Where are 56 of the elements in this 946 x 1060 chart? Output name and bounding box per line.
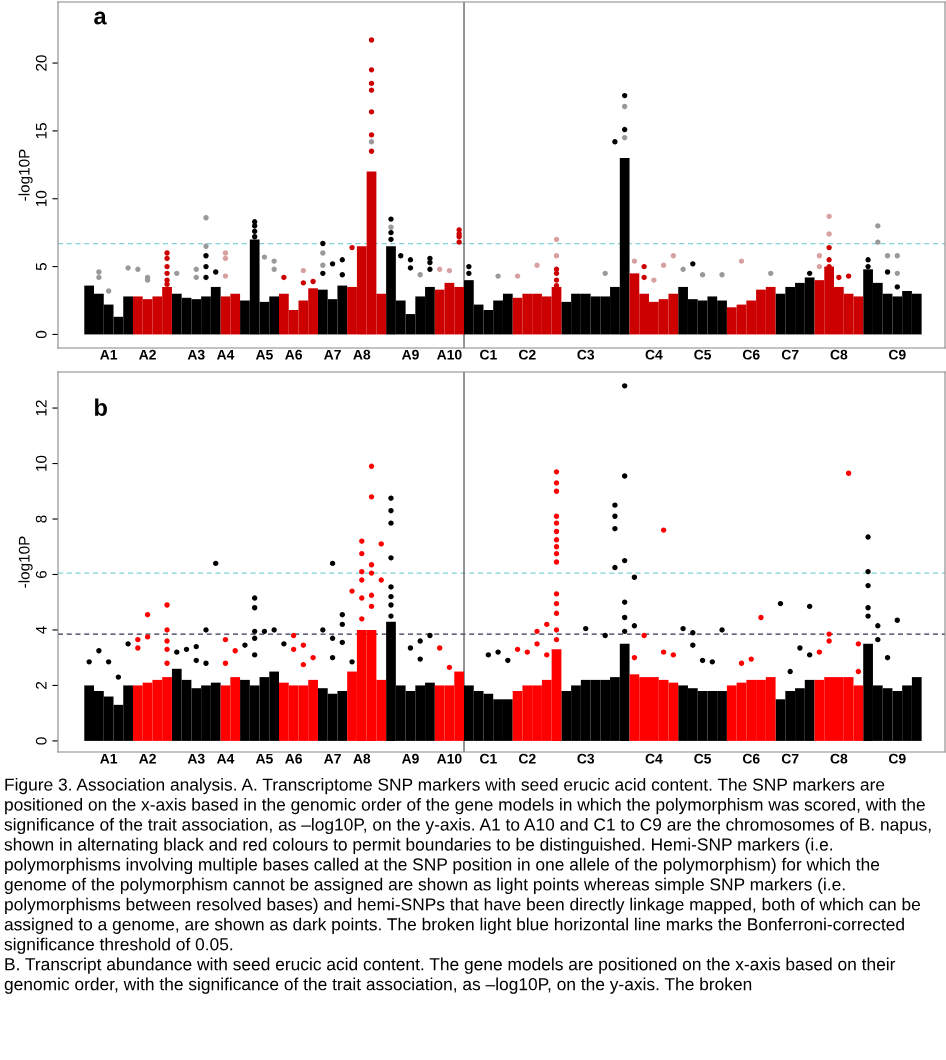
y-tick-label: 4 [35,626,47,634]
x-tick-label: C1 [480,349,497,360]
x-tick-label: A7 [324,349,341,360]
x-tick-label: A4 [216,753,235,764]
x-tick-label: C5 [694,349,712,360]
y-tick-label: 6 [35,570,47,578]
annotation: b [95,398,107,416]
x-tick-label: A3 [187,753,205,764]
y-tick-label: 8 [35,515,47,523]
text: B. Transcript abundance with seed erucic acid content. The gene models are positioned on the x-axis based on their genomic order, with the significance of the trait association, as –log10P, on the y-axis. The broken [4,957,896,994]
y-tick-label: 10 [35,190,47,207]
text: Figure 3. Association analysis. A. Transcriptome SNP markers with seed erucic acid content. The SNP markers are positioned on the x-axis based in the genomic order of the gene models in which the polymorphism was scored, with the significance of the trait association, as –log10P, on the y-axis. A1 to A10 and C1 to C9 are the chromosomes of B. napus, shown in alternating black and red colours to permit boundaries to be distinguished. Hemi-SNP markers (i.e. polymorphisms involving multiple bases called at the SNP position in one allele of the polymorphism) for which the genome of the polymorphism cannot be assigned are shown as light points whereas simple SNP markers (i.e. polymorphisms between resolved bases) and hemi-SNPs that have been directly linkage mapped, both of which can be assigned to a genome, are shown as dark points. The broken light blue horizontal line marks the Bonferroni-corrected significance threshold of 0.05. [4,778,931,954]
x-tick-label: A1 [100,753,118,764]
x-tick-label: A10 [437,349,462,360]
x-tick-label: C5 [694,753,712,764]
y-tick-label: 12 [35,400,47,416]
x-tick-label: A9 [401,349,419,360]
annotation: a [94,11,107,25]
x-tick-label: C8 [830,753,848,764]
x-tick-label: C7 [781,753,799,764]
x-tick-label: C4 [645,753,663,764]
x-tick-label: C6 [742,753,760,764]
x-tick-label: A7 [324,753,341,764]
x-tick-label: C2 [519,753,536,764]
y-tick-label: 5 [35,262,47,271]
x-tick-label: C1 [480,753,497,764]
x-tick-label: C2 [519,349,536,360]
x-tick-label: C8 [830,349,848,360]
y-tick-label: 20 [35,55,47,71]
y-axis-title: -log10P [18,149,33,201]
x-tick-label: C9 [888,349,906,360]
x-tick-label: A2 [139,349,156,360]
x-tick-label: A6 [285,349,302,360]
x-tick-label: A8 [353,349,371,360]
x-tick-label: C3 [577,349,595,360]
x-tick-label: A3 [187,349,205,360]
x-tick-label: C3 [577,753,595,764]
x-tick-label: C4 [645,349,663,360]
x-tick-label: A1 [100,349,118,360]
y-axis-title: -log10P [18,536,33,588]
y-tick-label: 0 [35,737,47,745]
x-tick-label: A5 [255,753,273,764]
x-tick-label: A8 [353,753,371,764]
x-tick-label: A4 [216,349,235,360]
x-tick-label: A5 [255,349,273,360]
y-tick-label: 0 [35,330,47,339]
x-tick-label: A10 [437,753,462,764]
y-tick-label: 10 [35,455,47,471]
x-tick-label: A2 [139,753,156,764]
y-tick-label: 2 [35,681,47,689]
y-tick-label: 15 [35,123,47,139]
x-tick-label: A9 [401,753,419,764]
x-tick-label: C9 [888,753,906,764]
x-tick-label: C7 [781,349,799,360]
x-tick-label: A6 [285,753,302,764]
x-tick-label: C6 [742,349,760,360]
